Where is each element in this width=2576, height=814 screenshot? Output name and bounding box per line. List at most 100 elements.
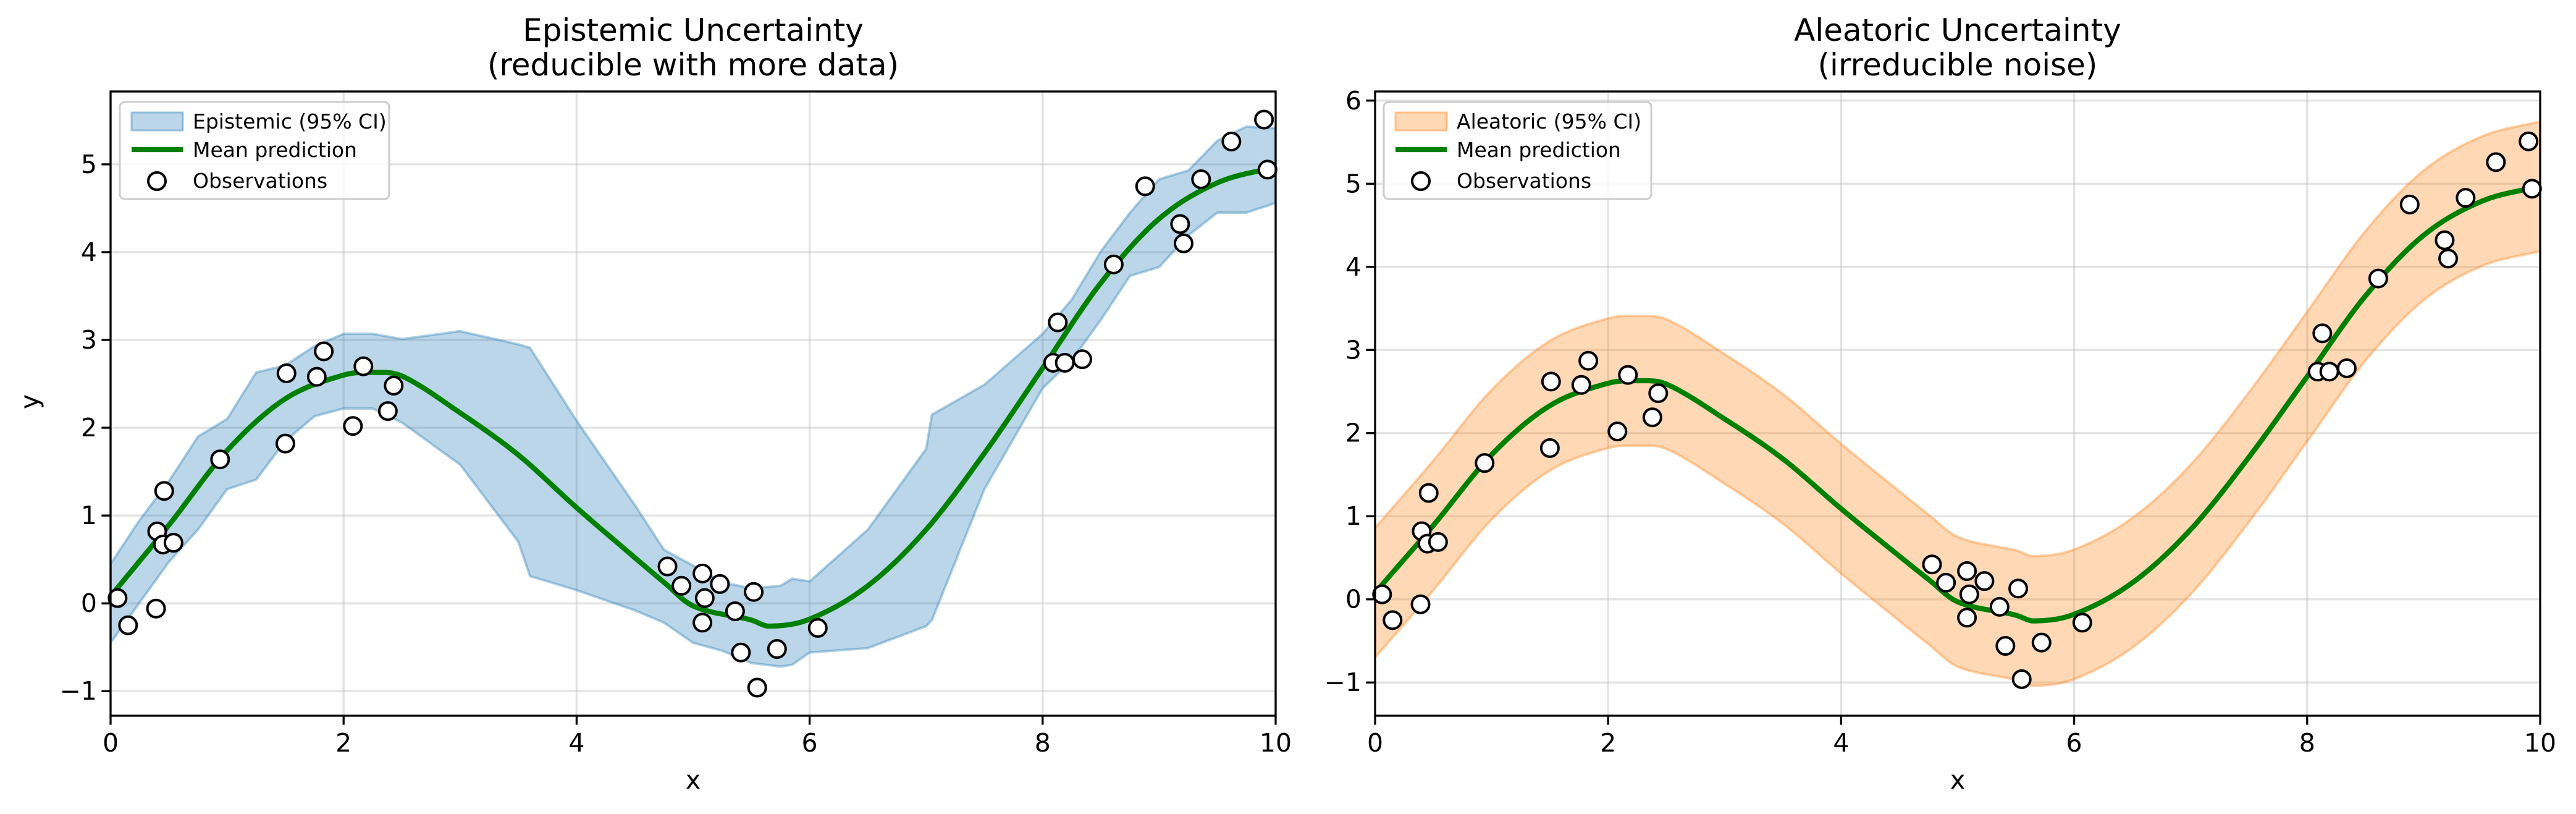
legend-marker-swatch — [147, 171, 167, 191]
observation-point — [1135, 176, 1155, 197]
observation-point — [2456, 188, 2476, 208]
observation-point — [1989, 596, 2010, 617]
observation-point — [353, 356, 374, 376]
observation-point — [2438, 248, 2459, 269]
observation-point — [1648, 383, 1669, 404]
y-tick-label: 4 — [81, 237, 97, 267]
observation-point — [1410, 594, 1431, 614]
observation-point — [118, 615, 138, 635]
observation-point — [2312, 323, 2333, 344]
observation-point — [2522, 179, 2542, 199]
observation-point — [657, 556, 678, 577]
observation-point — [1048, 312, 1068, 333]
axes-frame — [109, 90, 1277, 717]
observation-point — [275, 433, 295, 454]
y-tick-label: 3 — [81, 325, 97, 355]
observation-point — [154, 481, 174, 501]
observation-point — [1959, 584, 1979, 604]
observation-point — [731, 642, 751, 663]
y-tick-label: 6 — [1345, 86, 1362, 116]
y-tick-label: 0 — [1345, 585, 1362, 614]
legend-mean-label: Mean prediction — [193, 138, 357, 162]
x-tick-label: 6 — [802, 728, 818, 758]
legend-band-label: Epistemic (95% CI) — [193, 109, 387, 134]
y-tick-label: −1 — [1324, 668, 1362, 697]
observation-point — [384, 375, 404, 396]
mean-prediction-line — [1375, 184, 2540, 624]
observation-point — [2399, 194, 2420, 214]
y-tick-label: 5 — [81, 150, 97, 179]
observation-point — [1103, 254, 1124, 274]
observation-point — [2519, 131, 2539, 151]
observation-point — [1221, 131, 1242, 151]
observation-point — [1571, 375, 1591, 395]
observation-point — [692, 613, 713, 633]
observation-point — [2486, 152, 2506, 172]
observation-point — [1578, 350, 1599, 371]
observation-point — [210, 449, 230, 470]
legend-observations-label: Observations — [193, 169, 327, 193]
observation-point — [807, 617, 828, 638]
observation-point — [1642, 407, 1662, 428]
observation-point — [1170, 214, 1190, 234]
x-tick-label: 2 — [335, 728, 351, 758]
observation-point — [163, 533, 183, 553]
observation-point — [767, 639, 787, 659]
observation-point — [671, 575, 692, 596]
legend: Epistemic (95% CI) Mean prediction Obser… — [119, 101, 390, 200]
legend-frame — [119, 101, 390, 200]
x-tick-label: 8 — [1035, 728, 1051, 758]
observation-point — [276, 363, 297, 383]
x-tick-label: 4 — [1833, 728, 1849, 758]
x-tick-label: 8 — [2299, 728, 2315, 758]
observation-point — [1957, 561, 1977, 581]
aleatoric-panel: Aleatoric Uncertainty (irreducible noise… — [1324, 12, 2557, 795]
observation-point — [710, 574, 730, 594]
y-tick-label: 4 — [1345, 252, 1362, 282]
observation-point — [1618, 365, 1638, 385]
observation-point — [1054, 352, 1075, 373]
x-tick-label: 10 — [2524, 728, 2556, 758]
y-tick-label: 3 — [1345, 335, 1362, 365]
observation-point — [1418, 483, 1439, 503]
legend: Aleatoric (95% CI) Mean prediction Obser… — [1383, 101, 1652, 200]
y-axis-label: y — [15, 394, 44, 409]
chart-title-line-1: Aleatoric Uncertainty — [1794, 12, 2121, 48]
observation-point — [725, 601, 745, 621]
legend-frame — [1383, 101, 1652, 200]
observation-point — [314, 341, 334, 362]
y-tick-label: 0 — [81, 588, 97, 618]
x-tick-label: 10 — [1260, 728, 1292, 758]
legend-band-swatch — [130, 111, 184, 132]
observation-point — [1922, 554, 1942, 575]
observation-point — [1254, 109, 1274, 130]
observation-point — [1475, 453, 1495, 473]
observation-point — [2336, 358, 2357, 378]
observation-point — [1372, 584, 1392, 604]
observation-point — [1541, 371, 1561, 392]
observation-point — [1995, 636, 2016, 656]
y-tick-label: 5 — [1345, 169, 1362, 198]
observation-point — [1257, 159, 1277, 180]
x-tick-label: 6 — [2066, 728, 2082, 758]
observation-point — [1191, 169, 1211, 190]
observation-point — [744, 582, 764, 602]
observation-point — [694, 588, 715, 608]
observation-point — [2435, 230, 2455, 250]
chart-title-line-2: (reducible with more data) — [487, 47, 899, 83]
observation-point — [2072, 613, 2092, 633]
y-tick-label: 1 — [1345, 501, 1362, 531]
x-tick-label: 4 — [568, 728, 584, 758]
observation-point — [377, 401, 398, 422]
chart-title-line-2: (irreducible noise) — [1818, 47, 2098, 83]
observation-point — [747, 677, 767, 698]
observation-point — [1539, 438, 1560, 458]
y-tick-label: 1 — [81, 501, 97, 530]
observation-point — [306, 367, 327, 387]
observation-point — [2031, 632, 2052, 653]
legend-marker-swatch — [1411, 171, 1431, 191]
x-axis-label: x — [1950, 765, 1965, 795]
x-tick-label: 2 — [1600, 728, 1616, 758]
